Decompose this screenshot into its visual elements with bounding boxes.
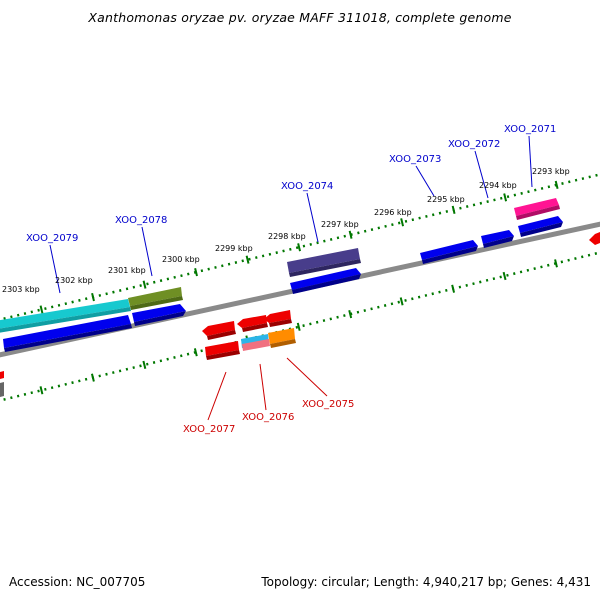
gene-rev-1[interactable] <box>202 321 235 336</box>
gene-fwd-4-shade <box>520 222 563 237</box>
kbp-label: 2303 kbp <box>2 285 40 294</box>
kbp-label: 2297 kbp <box>321 220 359 229</box>
gene-rev-2[interactable] <box>237 315 267 328</box>
gene-xoo-2079-box[interactable] <box>0 299 130 329</box>
gene-fwd-2[interactable] <box>132 304 186 322</box>
gene-xoo-2072-box-shade <box>483 236 514 248</box>
gene-xoo-2077-box[interactable] <box>205 341 239 356</box>
gene-rev-3[interactable] <box>264 310 291 323</box>
ruler-tick <box>91 292 95 302</box>
gene-label-xoo-2072[interactable]: XOO_2072 <box>448 139 500 150</box>
ruler-tick <box>451 284 456 293</box>
gene-xoo-2077-box-shade <box>206 350 240 360</box>
gene-fwd-1-shade <box>4 324 132 352</box>
gene-rev-edge-left[interactable] <box>0 371 4 379</box>
ruler-tick <box>142 280 147 289</box>
gene-rev-edge-right[interactable] <box>589 232 600 245</box>
gene-fwd-4[interactable] <box>518 216 563 233</box>
gene-xoo-2073-box-shade <box>422 246 478 264</box>
gene-fwd-3[interactable] <box>290 268 361 290</box>
gene-fwd-2-shade <box>134 311 186 326</box>
ruler-tick <box>39 386 44 395</box>
kbp-label: 2301 kbp <box>108 266 146 275</box>
ruler-tick <box>90 373 95 382</box>
gene-fwd-1[interactable] <box>3 315 131 348</box>
leader-lines <box>49 135 533 421</box>
ruler-ticks <box>39 180 559 395</box>
gene-xoo-2072-box[interactable] <box>481 230 514 244</box>
ruler-tick <box>348 230 353 239</box>
kbp-label: 2295 kbp <box>427 195 465 204</box>
gene-label-xoo-2077[interactable]: XOO_2077 <box>183 424 235 435</box>
ruler-tick <box>400 218 405 227</box>
map-title: Xanthomonas oryzae pv. oryzae MAFF 31101… <box>88 10 512 25</box>
gene-xoo-2071-box[interactable] <box>514 198 559 216</box>
gene-labels: XOO_2079 XOO_2078 XOO_2074 XOO_2073 XOO_… <box>26 124 556 435</box>
ruler-tick <box>503 193 508 202</box>
gene-xoo-2078-box[interactable] <box>128 287 182 306</box>
kbp-label: 2300 kbp <box>162 255 200 264</box>
gene-rev-2-shade <box>242 323 268 332</box>
ruler-tick <box>348 309 353 319</box>
ruler-tick <box>451 205 456 214</box>
ruler-tick <box>39 305 44 314</box>
gene-label-xoo-2073[interactable]: XOO_2073 <box>389 154 441 165</box>
genome-summary-text: Topology: circular; Length: 4,940,217 bp… <box>261 575 591 589</box>
kbp-label: 2298 kbp <box>268 232 306 241</box>
kbp-label: 2293 kbp <box>532 167 570 176</box>
ruler-tick <box>194 268 198 277</box>
gene-xoo-2076-box-2 <box>242 339 270 351</box>
gene-rev-1-shade <box>207 330 236 340</box>
ruler-tick <box>297 243 301 252</box>
gene-label-xoo-2071[interactable]: XOO_2071 <box>504 124 556 135</box>
accession-text: Accession: NC_007705 <box>9 575 146 589</box>
ruler-tick <box>554 180 559 190</box>
forward-strand-genes <box>0 198 563 352</box>
ruler-tick <box>142 360 147 370</box>
gene-rev-3-shade <box>269 319 292 327</box>
kbp-label: 2299 kbp <box>215 244 253 253</box>
gene-xoo-2075-box-shade <box>270 339 296 348</box>
ruler-tick <box>399 297 404 306</box>
gene-xoo-2078-box-shade <box>130 296 183 310</box>
gene-xoo-2074-box-shade <box>289 259 361 277</box>
gene-xoo-2071-box-shade <box>516 205 560 220</box>
gene-xoo-2073-box[interactable] <box>420 240 478 260</box>
gene-label-xoo-2075[interactable]: XOO_2075 <box>302 399 354 410</box>
ruler-tick <box>502 271 507 281</box>
gene-xoo-2075-box[interactable] <box>268 328 295 344</box>
ruler-tick <box>554 259 558 268</box>
gene-label-xoo-2076[interactable]: XOO_2076 <box>242 412 294 423</box>
gene-label-xoo-2078[interactable]: XOO_2078 <box>115 215 167 226</box>
kbp-label: 2296 kbp <box>374 208 412 217</box>
gene-xoo-2074-box[interactable] <box>287 248 360 273</box>
gene-rev-edge-left-grey[interactable] <box>0 382 4 397</box>
gene-label-xoo-2079[interactable]: XOO_2079 <box>26 233 78 244</box>
ruler-tick <box>193 348 198 357</box>
reverse-strand-genes <box>0 232 600 397</box>
gene-xoo-2079-box-shade <box>0 307 131 333</box>
gene-label-xoo-2074[interactable]: XOO_2074 <box>281 181 333 192</box>
ruler-tick <box>245 255 250 264</box>
kbp-label: 2302 kbp <box>55 276 93 285</box>
ruler-labels: 2303 kbp 2302 kbp 2301 kbp 2300 kbp 2299… <box>2 167 570 294</box>
kbp-label: 2294 kbp <box>479 181 517 190</box>
ruler-tick <box>296 322 301 331</box>
gene-fwd-3-shade <box>292 274 361 294</box>
